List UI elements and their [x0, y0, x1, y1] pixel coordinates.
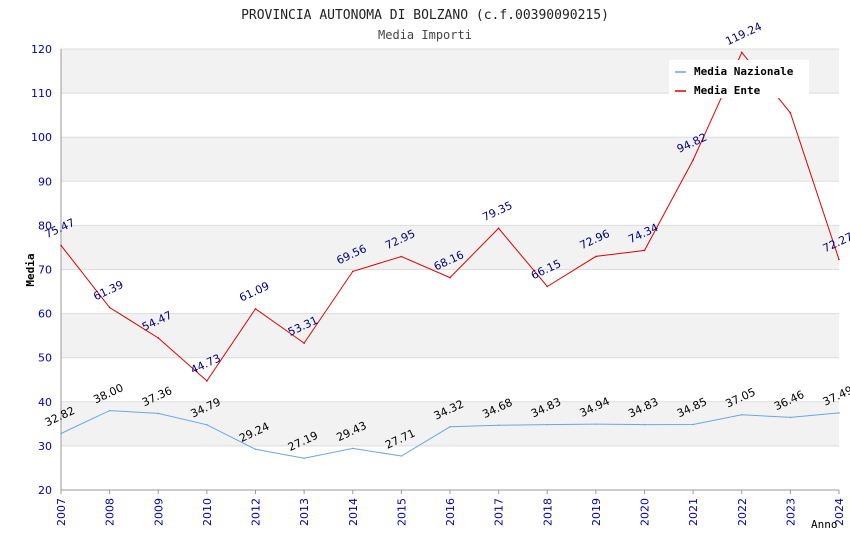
data-point — [60, 432, 62, 435]
x-tick-label: 2022 — [736, 498, 749, 526]
background-band — [61, 137, 839, 182]
x-tick-label: 2024 — [833, 498, 846, 526]
data-point — [546, 423, 549, 426]
x-tick-label: 2023 — [784, 498, 797, 526]
x-tick-label: 2021 — [687, 498, 700, 526]
background-band — [61, 225, 839, 270]
data-label: 61.39 — [91, 278, 125, 303]
data-point — [303, 457, 305, 460]
data-label: 61.09 — [237, 279, 271, 304]
data-point — [157, 337, 160, 339]
y-tick-label: 110 — [31, 87, 52, 100]
data-point — [206, 380, 208, 382]
data-point — [108, 409, 111, 412]
x-tick-label: 2020 — [639, 498, 652, 526]
data-point — [497, 227, 500, 230]
data-point — [497, 424, 500, 427]
data-point — [254, 307, 257, 310]
legend-box — [669, 60, 809, 98]
data-point — [206, 423, 208, 426]
x-tick-label: 2008 — [104, 498, 117, 526]
y-tick-labels: 20 30 40 50 60 70 80 90 100 110 120 — [31, 43, 52, 497]
background-band — [61, 401, 839, 446]
data-label: 79.35 — [480, 199, 514, 224]
x-tick-labels: 2007 2008 2009 2010 2012 2013 2014 2015 2016 2017… — [55, 490, 846, 526]
chart-title: PROVINCIA AUTONOMA DI BOLZANO (c.f.00390… — [241, 8, 609, 23]
data-point — [643, 423, 646, 426]
data-point — [789, 112, 792, 114]
x-axis-label: Anno — [811, 518, 838, 531]
data-point — [449, 276, 451, 279]
legend-label-media-ente: Media Ente — [694, 84, 761, 97]
legend-label-media-nazionale: Media Nazionale — [694, 65, 794, 78]
data-point — [400, 455, 403, 457]
x-tick-label: 2009 — [152, 498, 165, 526]
data-point — [692, 159, 694, 161]
chart-subtitle: Media Importi — [378, 28, 472, 42]
y-axis-label: Media — [24, 253, 37, 286]
x-tick-label: 2013 — [298, 498, 311, 526]
data-point — [643, 249, 646, 252]
x-tick-label: 2018 — [541, 498, 554, 526]
y-tick-label: 90 — [38, 175, 52, 188]
x-tick-label: 2016 — [444, 498, 457, 526]
y-tick-label: 40 — [38, 396, 52, 409]
y-tick-label: 80 — [38, 219, 52, 232]
data-point — [595, 423, 597, 425]
legend: Media Nazionale Media Ente — [669, 60, 809, 98]
data-point — [449, 426, 451, 428]
y-tick-label: 120 — [31, 43, 52, 56]
y-tick-label: 70 — [38, 264, 52, 277]
data-point — [546, 285, 549, 288]
x-tick-label: 2007 — [55, 498, 68, 526]
y-tick-label: 50 — [38, 352, 52, 365]
series-lines — [60, 51, 840, 460]
x-tick-label: 2012 — [250, 498, 263, 526]
background-band — [61, 313, 839, 358]
y-tick-label: 20 — [38, 484, 52, 497]
x-tick-label: 2015 — [395, 498, 408, 526]
data-point — [400, 255, 403, 258]
data-point — [692, 423, 694, 426]
x-tick-label: 2017 — [493, 498, 506, 526]
data-point — [157, 412, 160, 415]
data-label: 119.24 — [724, 20, 764, 48]
data-point — [838, 258, 840, 261]
x-tick-label: 2014 — [347, 498, 360, 526]
x-tick-label: 2019 — [590, 498, 603, 526]
data-point — [60, 244, 62, 247]
data-point — [595, 255, 597, 258]
data-point — [351, 270, 354, 273]
x-tick-label: 2010 — [201, 498, 214, 526]
grid-lines — [61, 48, 839, 491]
y-tick-label: 100 — [31, 131, 52, 144]
data-point — [303, 342, 305, 344]
data-point — [254, 448, 257, 451]
data-point — [740, 414, 743, 416]
data-point — [740, 51, 743, 54]
data-point — [108, 306, 111, 309]
y-tick-label: 60 — [38, 308, 52, 321]
y-tick-label: 30 — [38, 440, 52, 453]
data-point — [838, 412, 840, 414]
data-point — [789, 416, 792, 419]
background-bands — [61, 49, 839, 446]
data-point — [351, 447, 354, 450]
